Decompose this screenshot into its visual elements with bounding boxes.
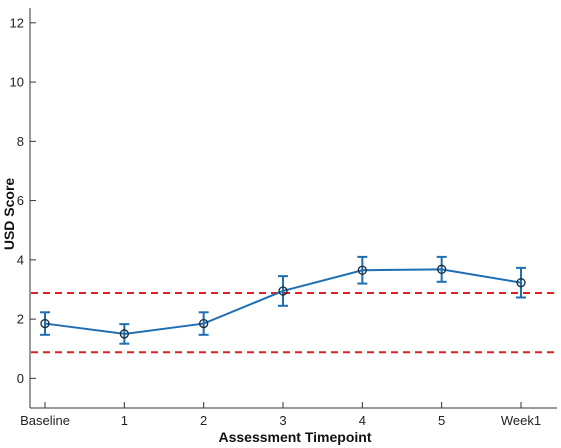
x-tick-label-5: 5 — [438, 413, 445, 428]
x-tick-label-4: 4 — [359, 413, 366, 428]
x-tick-label-3: 3 — [279, 413, 286, 428]
x-tick-label-0: Baseline — [20, 413, 70, 428]
y-tick-label-12: 12 — [10, 15, 24, 30]
reference-lines — [31, 292, 557, 354]
data-point-2 — [199, 318, 209, 329]
data-point-3 — [278, 286, 288, 296]
data-point-4 — [357, 265, 367, 275]
y-axis-label: USD Score — [1, 178, 17, 251]
y-tick-label-6: 6 — [17, 193, 24, 208]
y-tick-label-4: 4 — [17, 252, 24, 267]
y-tick-label-10: 10 — [10, 75, 24, 90]
data-point-5 — [437, 264, 447, 274]
data-point-6 — [516, 278, 526, 288]
data-point-0 — [40, 318, 50, 329]
data-point-1 — [119, 329, 129, 339]
y-tick-label-8: 8 — [17, 134, 24, 149]
x-axis-label: Assessment Timepoint — [218, 429, 371, 445]
labels-group: Assessment Timepoint USD Score — [1, 178, 372, 445]
x-tick-label-2: 2 — [200, 413, 207, 428]
series-group — [40, 255, 526, 345]
y-tick-label-0: 0 — [17, 371, 24, 386]
x-tick-label-6: Week1 — [501, 413, 541, 428]
y-tick-label-2: 2 — [17, 312, 24, 327]
x-tick-label-1: 1 — [121, 413, 128, 428]
